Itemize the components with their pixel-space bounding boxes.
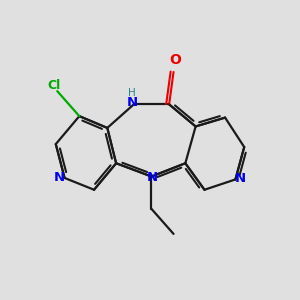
Text: N: N [54, 171, 65, 184]
Text: N: N [235, 172, 246, 185]
Text: N: N [146, 172, 158, 184]
Text: N: N [127, 96, 138, 110]
Text: H: H [128, 88, 136, 98]
Text: O: O [169, 53, 181, 67]
Text: Cl: Cl [48, 79, 61, 92]
